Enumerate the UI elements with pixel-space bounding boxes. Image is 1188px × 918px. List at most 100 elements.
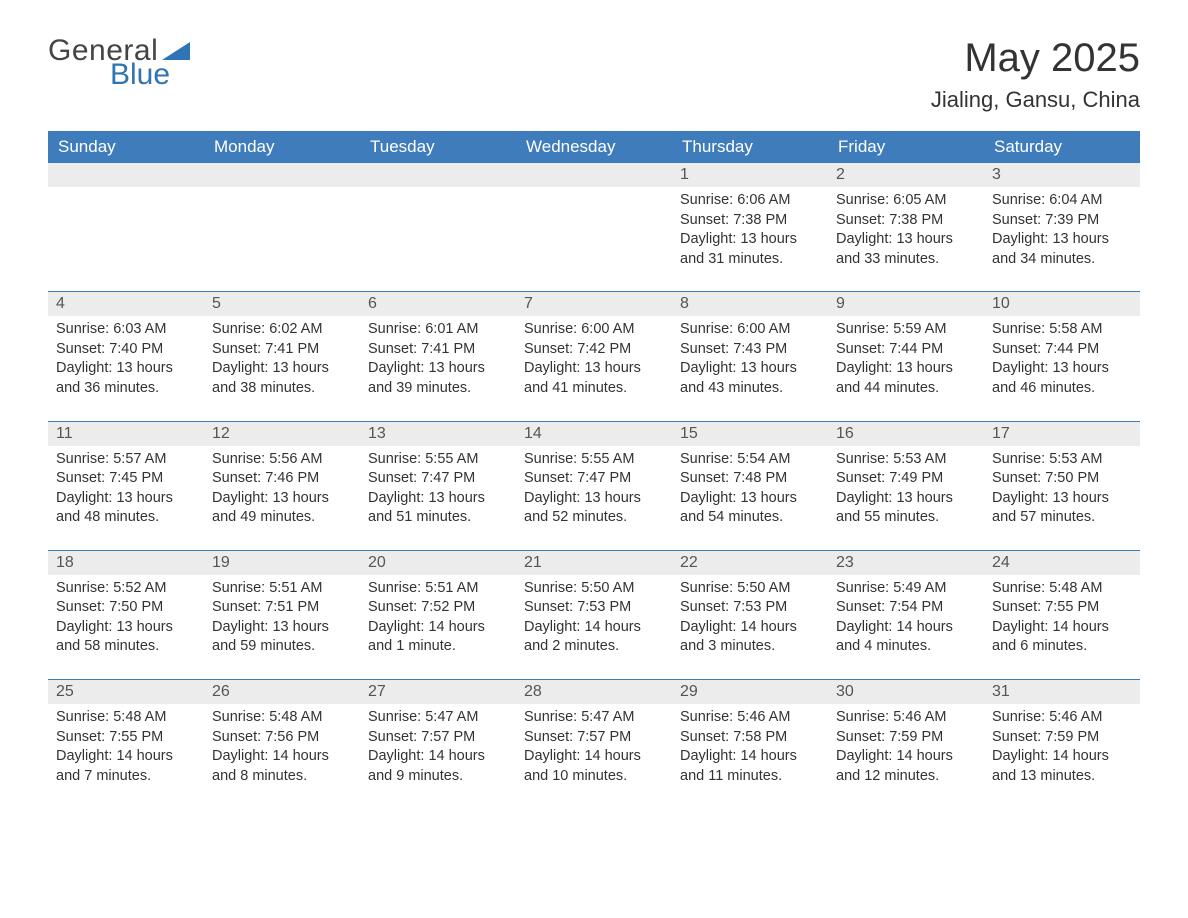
daylight-text: Daylight: 13 hours and 46 minutes.: [992, 359, 1132, 398]
sunset-text: Sunset: 7:46 PM: [212, 469, 352, 489]
day-number: 7: [516, 292, 672, 316]
day-details: Sunrise: 5:49 AMSunset: 7:54 PMDaylight:…: [828, 579, 984, 657]
day-details: Sunrise: 5:56 AMSunset: 7:46 PMDaylight:…: [204, 450, 360, 528]
sunrise-text: Sunrise: 6:06 AM: [680, 191, 820, 211]
day-number: 22: [672, 551, 828, 575]
day-number: 12: [204, 422, 360, 446]
calendar-row: 1Sunrise: 6:06 AMSunset: 7:38 PMDaylight…: [48, 163, 1140, 291]
calendar-cell: 26 Sunrise: 5:48 AMSunset: 7:56 PMDayligh…: [204, 680, 360, 808]
sunset-text: Sunset: 7:40 PM: [56, 340, 196, 360]
calendar-cell: 17 Sunrise: 5:53 AMSunset: 7:50 PMDayligh…: [984, 422, 1140, 550]
day-number: 28: [516, 680, 672, 704]
day-number: 26: [204, 680, 360, 704]
sunset-text: Sunset: 7:51 PM: [212, 598, 352, 618]
day-details: Sunrise: 5:58 AMSunset: 7:44 PMDaylight:…: [984, 320, 1140, 398]
sunrise-text: Sunrise: 5:46 AM: [836, 708, 976, 728]
daylight-text: Daylight: 14 hours and 7 minutes.: [56, 747, 196, 786]
weekday-header: Thursday: [672, 131, 828, 163]
sunrise-text: Sunrise: 5:56 AM: [212, 450, 352, 470]
day-number: 21: [516, 551, 672, 575]
calendar-cell: 27Sunrise: 5:47 AMSunset: 7:57 PMDayligh…: [360, 680, 516, 808]
calendar: Sunday Monday Tuesday Wednesday Thursday…: [48, 131, 1140, 808]
sunset-text: Sunset: 7:38 PM: [836, 211, 976, 231]
sunset-text: Sunset: 7:59 PM: [836, 728, 976, 748]
day-details: Sunrise: 6:06 AMSunset: 7:38 PMDaylight:…: [672, 191, 828, 269]
sunrise-text: Sunrise: 5:48 AM: [212, 708, 352, 728]
day-details: Sunrise: 5:46 AMSunset: 7:58 PMDaylight:…: [672, 708, 828, 786]
day-number: 18: [48, 551, 204, 575]
calendar-cell: 13 Sunrise: 5:55 AMSunset: 7:47 PMDayligh…: [360, 422, 516, 550]
daylight-text: Daylight: 14 hours and 9 minutes.: [368, 747, 508, 786]
page-header: General Blue May 2025 Jialing, Gansu, Ch…: [48, 36, 1140, 113]
daylight-text: Daylight: 13 hours and 43 minutes.: [680, 359, 820, 398]
calendar-row: 18 Sunrise: 5:52 AMSunset: 7:50 PMDayligh…: [48, 550, 1140, 679]
logo-blue-text: Blue: [110, 60, 190, 90]
calendar-cell: 20 Sunrise: 5:51 AMSunset: 7:52 PMDayligh…: [360, 551, 516, 679]
sunrise-text: Sunrise: 5:50 AM: [680, 579, 820, 599]
day-number: 30: [828, 680, 984, 704]
daylight-text: Daylight: 13 hours and 49 minutes.: [212, 489, 352, 528]
day-details: Sunrise: 5:53 AMSunset: 7:50 PMDaylight:…: [984, 450, 1140, 528]
daylight-text: Daylight: 13 hours and 33 minutes.: [836, 230, 976, 269]
sunrise-text: Sunrise: 5:54 AM: [680, 450, 820, 470]
day-number: 24: [984, 551, 1140, 575]
calendar-cell: 7Sunrise: 6:00 AMSunset: 7:42 PMDaylight…: [516, 292, 672, 420]
day-details: Sunrise: 5:50 AMSunset: 7:53 PMDaylight:…: [672, 579, 828, 657]
daylight-text: Daylight: 14 hours and 3 minutes.: [680, 618, 820, 657]
calendar-cell: 19Sunrise: 5:51 AMSunset: 7:51 PMDayligh…: [204, 551, 360, 679]
daylight-text: Daylight: 13 hours and 51 minutes.: [368, 489, 508, 528]
sunset-text: Sunset: 7:57 PM: [524, 728, 664, 748]
sunset-text: Sunset: 7:54 PM: [836, 598, 976, 618]
daylight-text: Daylight: 14 hours and 8 minutes.: [212, 747, 352, 786]
day-number: 29: [672, 680, 828, 704]
calendar-cell: 22 Sunrise: 5:50 AMSunset: 7:53 PMDayligh…: [672, 551, 828, 679]
day-number: 4: [48, 292, 204, 316]
day-number: 8: [672, 292, 828, 316]
day-details: Sunrise: 5:46 AMSunset: 7:59 PMDaylight:…: [828, 708, 984, 786]
day-details: Sunrise: 6:03 AMSunset: 7:40 PMDaylight:…: [48, 320, 204, 398]
sunset-text: Sunset: 7:57 PM: [368, 728, 508, 748]
calendar-cell: 24Sunrise: 5:48 AMSunset: 7:55 PMDayligh…: [984, 551, 1140, 679]
day-number: 17: [984, 422, 1140, 446]
daylight-text: Daylight: 14 hours and 12 minutes.: [836, 747, 976, 786]
calendar-body: 1Sunrise: 6:06 AMSunset: 7:38 PMDaylight…: [48, 163, 1140, 808]
day-details: Sunrise: 5:47 AMSunset: 7:57 PMDaylight:…: [516, 708, 672, 786]
day-details: Sunrise: 5:52 AMSunset: 7:50 PMDaylight:…: [48, 579, 204, 657]
sunrise-text: Sunrise: 5:46 AM: [680, 708, 820, 728]
sunset-text: Sunset: 7:38 PM: [680, 211, 820, 231]
sunset-text: Sunset: 7:59 PM: [992, 728, 1132, 748]
calendar-cell: 1Sunrise: 6:06 AMSunset: 7:38 PMDaylight…: [672, 163, 828, 291]
calendar-cell: 18 Sunrise: 5:52 AMSunset: 7:50 PMDayligh…: [48, 551, 204, 679]
calendar-cell: 6Sunrise: 6:01 AMSunset: 7:41 PMDaylight…: [360, 292, 516, 420]
day-number: [48, 163, 204, 187]
day-details: Sunrise: 5:59 AMSunset: 7:44 PMDaylight:…: [828, 320, 984, 398]
day-number: 20: [360, 551, 516, 575]
day-number: 14: [516, 422, 672, 446]
day-number: 5: [204, 292, 360, 316]
day-number: 13: [360, 422, 516, 446]
calendar-cell: 23Sunrise: 5:49 AMSunset: 7:54 PMDayligh…: [828, 551, 984, 679]
sunrise-text: Sunrise: 6:00 AM: [524, 320, 664, 340]
day-details: Sunrise: 5:50 AMSunset: 7:53 PMDaylight:…: [516, 579, 672, 657]
sunset-text: Sunset: 7:49 PM: [836, 469, 976, 489]
daylight-text: Daylight: 14 hours and 4 minutes.: [836, 618, 976, 657]
day-details: Sunrise: 5:55 AMSunset: 7:47 PMDaylight:…: [360, 450, 516, 528]
sunrise-text: Sunrise: 5:59 AM: [836, 320, 976, 340]
sunrise-text: Sunrise: 5:55 AM: [368, 450, 508, 470]
sunset-text: Sunset: 7:43 PM: [680, 340, 820, 360]
day-number: 2: [828, 163, 984, 187]
daylight-text: Daylight: 13 hours and 39 minutes.: [368, 359, 508, 398]
day-details: Sunrise: 5:47 AMSunset: 7:57 PMDaylight:…: [360, 708, 516, 786]
calendar-cell: 5 Sunrise: 6:02 AMSunset: 7:41 PMDaylight…: [204, 292, 360, 420]
daylight-text: Daylight: 14 hours and 2 minutes.: [524, 618, 664, 657]
sunrise-text: Sunrise: 5:53 AM: [992, 450, 1132, 470]
weekday-header: Friday: [828, 131, 984, 163]
calendar-row: 11Sunrise: 5:57 AMSunset: 7:45 PMDayligh…: [48, 421, 1140, 550]
day-number: [204, 163, 360, 187]
day-details: Sunrise: 6:02 AMSunset: 7:41 PMDaylight:…: [204, 320, 360, 398]
day-details: Sunrise: 5:51 AMSunset: 7:52 PMDaylight:…: [360, 579, 516, 657]
day-details: Sunrise: 5:54 AMSunset: 7:48 PMDaylight:…: [672, 450, 828, 528]
calendar-cell: 28 Sunrise: 5:47 AMSunset: 7:57 PMDayligh…: [516, 680, 672, 808]
sunset-text: Sunset: 7:56 PM: [212, 728, 352, 748]
sunset-text: Sunset: 7:58 PM: [680, 728, 820, 748]
